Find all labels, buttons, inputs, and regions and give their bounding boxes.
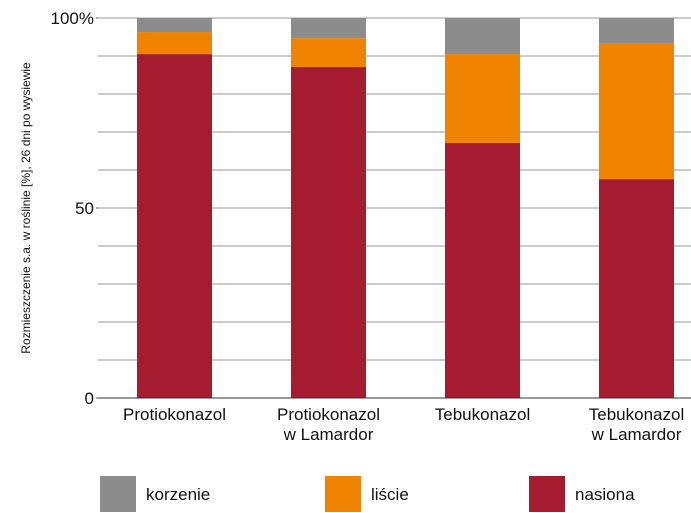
x-tick-label-line: w Lamardor [591,425,682,444]
bar-segment [599,18,674,44]
bar-segment [599,43,674,180]
y-axis-label: Rozmieszczenie s.a. w roślinie [%], 26 d… [19,62,33,354]
legend-swatch [529,476,565,512]
x-tick-label: Tebukonazol w Lamardor [589,405,684,444]
bar-segment [137,54,212,398]
x-tick-label: Protiokonazol [123,405,226,424]
legend-swatch [325,476,361,512]
y-tick-label: 0 [85,389,94,408]
legend-label: nasiona [575,485,635,504]
x-tick-label-line: w Lamardor [283,425,374,444]
bar-segment [599,179,674,398]
bar-segment [137,18,212,33]
x-tick-label-line: Protiokonazol [277,405,380,424]
x-tick-label: Protiokonazol w Lamardor [277,405,380,444]
x-tick-label-line: Protiokonazol [123,405,226,424]
y-tick-label: 50 [75,199,94,218]
bar-segment [445,54,520,144]
bar-segment [445,143,520,398]
legend-label: liście [371,485,409,504]
x-tick-label-line: Tebukonazol [589,405,684,424]
x-tick-label-line: Tebukonazol [435,405,530,424]
bar-segment [291,67,366,399]
y-tick-label: 100% [51,9,94,28]
bar-segment [291,38,366,68]
bar-segment [445,18,520,55]
bar-segment [291,18,366,39]
legend-swatch [100,476,136,512]
x-tick-label: Tebukonazol [435,405,530,424]
legend-label: korzenie [146,485,210,504]
bar-segment [137,32,212,55]
